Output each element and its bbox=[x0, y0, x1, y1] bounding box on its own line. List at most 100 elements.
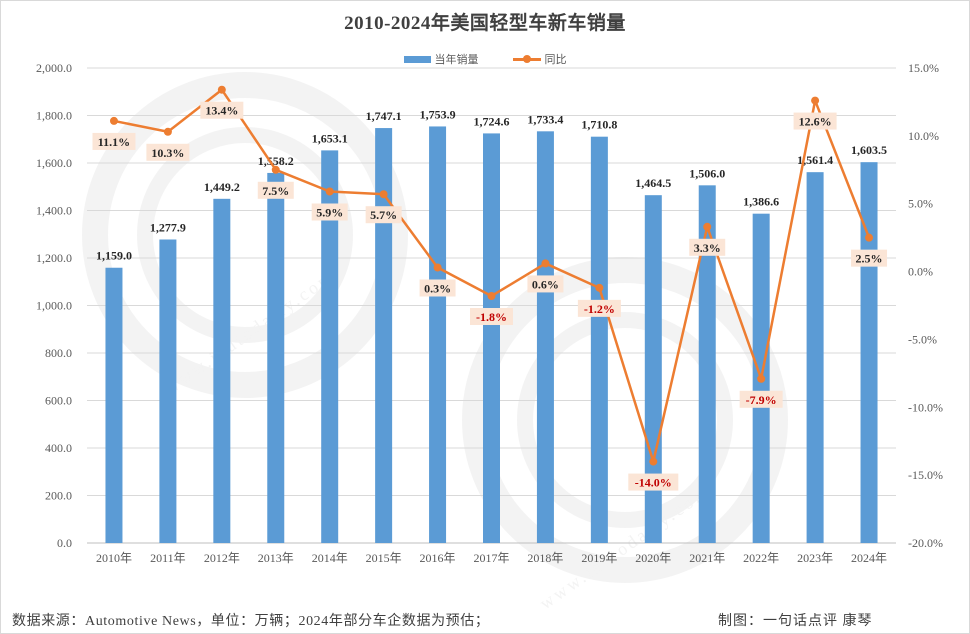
line-data-label-bg bbox=[200, 101, 244, 119]
bar[interactable] bbox=[105, 267, 123, 543]
bar[interactable] bbox=[483, 133, 500, 543]
right-axis-tick-label: 10.0% bbox=[908, 129, 939, 143]
legend-yoy-label: 同比 bbox=[544, 54, 567, 66]
line-data-label-text: 13.4% bbox=[205, 104, 238, 118]
line-point[interactable] bbox=[541, 259, 550, 268]
line-data-label: 10.3% bbox=[146, 143, 190, 161]
line-data-label-bg bbox=[628, 473, 679, 491]
x-axis-tick-label: 2020年 bbox=[635, 551, 671, 565]
right-axis-tick-label: 5.0% bbox=[908, 197, 933, 211]
left-axis-tick-label: 2,000.0 bbox=[36, 61, 72, 75]
line-data-label: 11.1% bbox=[92, 132, 136, 150]
right-y-axis: -20.0% -15.0% -10.0% -5.0% 0.0% 5.0% 10.0% 15.0… bbox=[908, 61, 943, 550]
x-axis-tick-label: 2016年 bbox=[420, 551, 456, 565]
line-data-label-text: 3.3% bbox=[694, 241, 721, 255]
bar[interactable] bbox=[267, 172, 285, 544]
line-point[interactable] bbox=[325, 187, 334, 196]
left-axis-tick-label: 400.0 bbox=[45, 441, 72, 455]
x-axis-tick-label: 2021年 bbox=[689, 551, 725, 565]
x-axis-tick-label: 2022年 bbox=[743, 551, 779, 565]
watermark-ring bbox=[517, 312, 733, 528]
line-data-label-bg bbox=[257, 181, 294, 199]
bar-data-label: 1,561.4 bbox=[797, 153, 833, 167]
line-data-label-text: -1.8% bbox=[476, 310, 507, 324]
line-point[interactable] bbox=[271, 165, 280, 174]
bar-data-label: 1,449.2 bbox=[204, 180, 240, 194]
line-data-label: 0.6% bbox=[527, 275, 564, 293]
line-data-label-bg bbox=[419, 279, 456, 297]
line-data-label: -1.2% bbox=[577, 299, 621, 317]
line-data-label-text: 0.6% bbox=[532, 277, 559, 291]
legend-line-swatch bbox=[512, 54, 541, 63]
chart-credit: 制图：一句话点评 康琴 bbox=[718, 614, 873, 629]
right-axis-tick-label: -5.0% bbox=[908, 332, 937, 346]
left-axis-tick-label: 1,000.0 bbox=[36, 299, 72, 313]
left-axis-tick-label: 200.0 bbox=[45, 489, 72, 503]
line-point[interactable] bbox=[703, 222, 712, 231]
line-data-label: 5.9% bbox=[311, 203, 348, 221]
line-data-label-bg bbox=[577, 299, 621, 317]
left-axis-tick-label: 1,600.0 bbox=[36, 156, 72, 170]
bar[interactable] bbox=[806, 172, 824, 544]
bar[interactable] bbox=[429, 126, 447, 543]
left-y-axis: 0.0 200.0 400.0 600.0 800.0 1,000.0 1,200.0 1,4… bbox=[36, 61, 72, 550]
chart-title: 2010-2024年美国轻型车新车销量 bbox=[344, 13, 626, 34]
legend-item-yoy[interactable]: 同比 bbox=[512, 51, 567, 67]
bar[interactable] bbox=[213, 198, 231, 543]
x-axis-tick-label: 2014年 bbox=[312, 551, 348, 565]
line-point[interactable] bbox=[163, 127, 172, 136]
bar[interactable] bbox=[644, 195, 662, 543]
watermark-ring bbox=[82, 72, 408, 398]
line-data-label: 13.4% bbox=[200, 101, 244, 119]
bar-data-label: 1,506.0 bbox=[689, 166, 725, 180]
bar[interactable] bbox=[590, 136, 608, 543]
x-axis-tick-label: 2017年 bbox=[473, 551, 509, 565]
line-data-label: -7.9% bbox=[739, 390, 783, 408]
line-point[interactable] bbox=[487, 292, 496, 300]
bar[interactable] bbox=[321, 150, 339, 544]
line-point[interactable] bbox=[649, 457, 658, 466]
right-axis-tick-label: -10.0% bbox=[908, 400, 943, 414]
bar[interactable] bbox=[159, 239, 177, 543]
x-axis-tick-label: 2015年 bbox=[366, 551, 402, 565]
right-axis-tick-label: -20.0% bbox=[908, 536, 943, 550]
line-point[interactable] bbox=[433, 263, 442, 272]
legend-item-sales[interactable]: 当年销量 bbox=[403, 51, 479, 67]
line-data-label-bg bbox=[689, 238, 726, 256]
line-point[interactable] bbox=[109, 116, 118, 125]
x-axis: 2010年 2011年 2012年 2013年 2014年 2015年 2016年 2017年… bbox=[96, 551, 887, 565]
line-data-label: -14.0% bbox=[628, 473, 679, 491]
line-data-label-text: 7.5% bbox=[262, 184, 289, 198]
line-point[interactable] bbox=[217, 85, 226, 94]
chart-legend: 当年销量 同比 bbox=[0, 51, 970, 67]
line-point[interactable] bbox=[595, 283, 604, 292]
bar-data-label: 1,159.0 bbox=[96, 249, 132, 263]
line-point[interactable] bbox=[811, 96, 820, 105]
line-data-label: 3.3% bbox=[689, 238, 726, 256]
left-axis-tick-label: 1,200.0 bbox=[36, 251, 72, 265]
legend-bar-swatch bbox=[403, 55, 431, 63]
line-point[interactable] bbox=[865, 233, 874, 242]
watermark-ring bbox=[137, 127, 353, 343]
line-data-label-bg bbox=[311, 203, 348, 221]
bar-data-label: 1,603.5 bbox=[851, 143, 887, 157]
line-data-label-bg bbox=[739, 390, 783, 408]
left-axis-tick-label: 800.0 bbox=[45, 346, 72, 360]
left-axis-tick-label: 0.0 bbox=[57, 536, 72, 550]
left-axis-tick-label: 1,800.0 bbox=[36, 109, 72, 123]
line-data-label-bg bbox=[470, 308, 513, 325]
x-axis-tick-label: 2018年 bbox=[527, 551, 563, 565]
bar-data-label: 1,747.1 bbox=[366, 109, 402, 123]
x-axis-tick-label: 2010年 bbox=[96, 551, 132, 565]
line-point[interactable] bbox=[379, 190, 388, 199]
line-point[interactable] bbox=[757, 374, 766, 383]
bar[interactable] bbox=[375, 128, 393, 543]
bar[interactable] bbox=[698, 185, 716, 543]
bar[interactable] bbox=[536, 131, 554, 543]
line-data-labels: 11.1% 10.3% 13.4% 7.5% 5.9% 5.7% 0.3% -1.8% 0.6%… bbox=[92, 101, 888, 491]
line-data-label-text: 2.5% bbox=[856, 252, 883, 266]
line-data-label: 7.5% bbox=[257, 181, 294, 199]
line-data-label-bg bbox=[851, 249, 888, 267]
line-data-label-text: -14.0% bbox=[635, 476, 672, 490]
